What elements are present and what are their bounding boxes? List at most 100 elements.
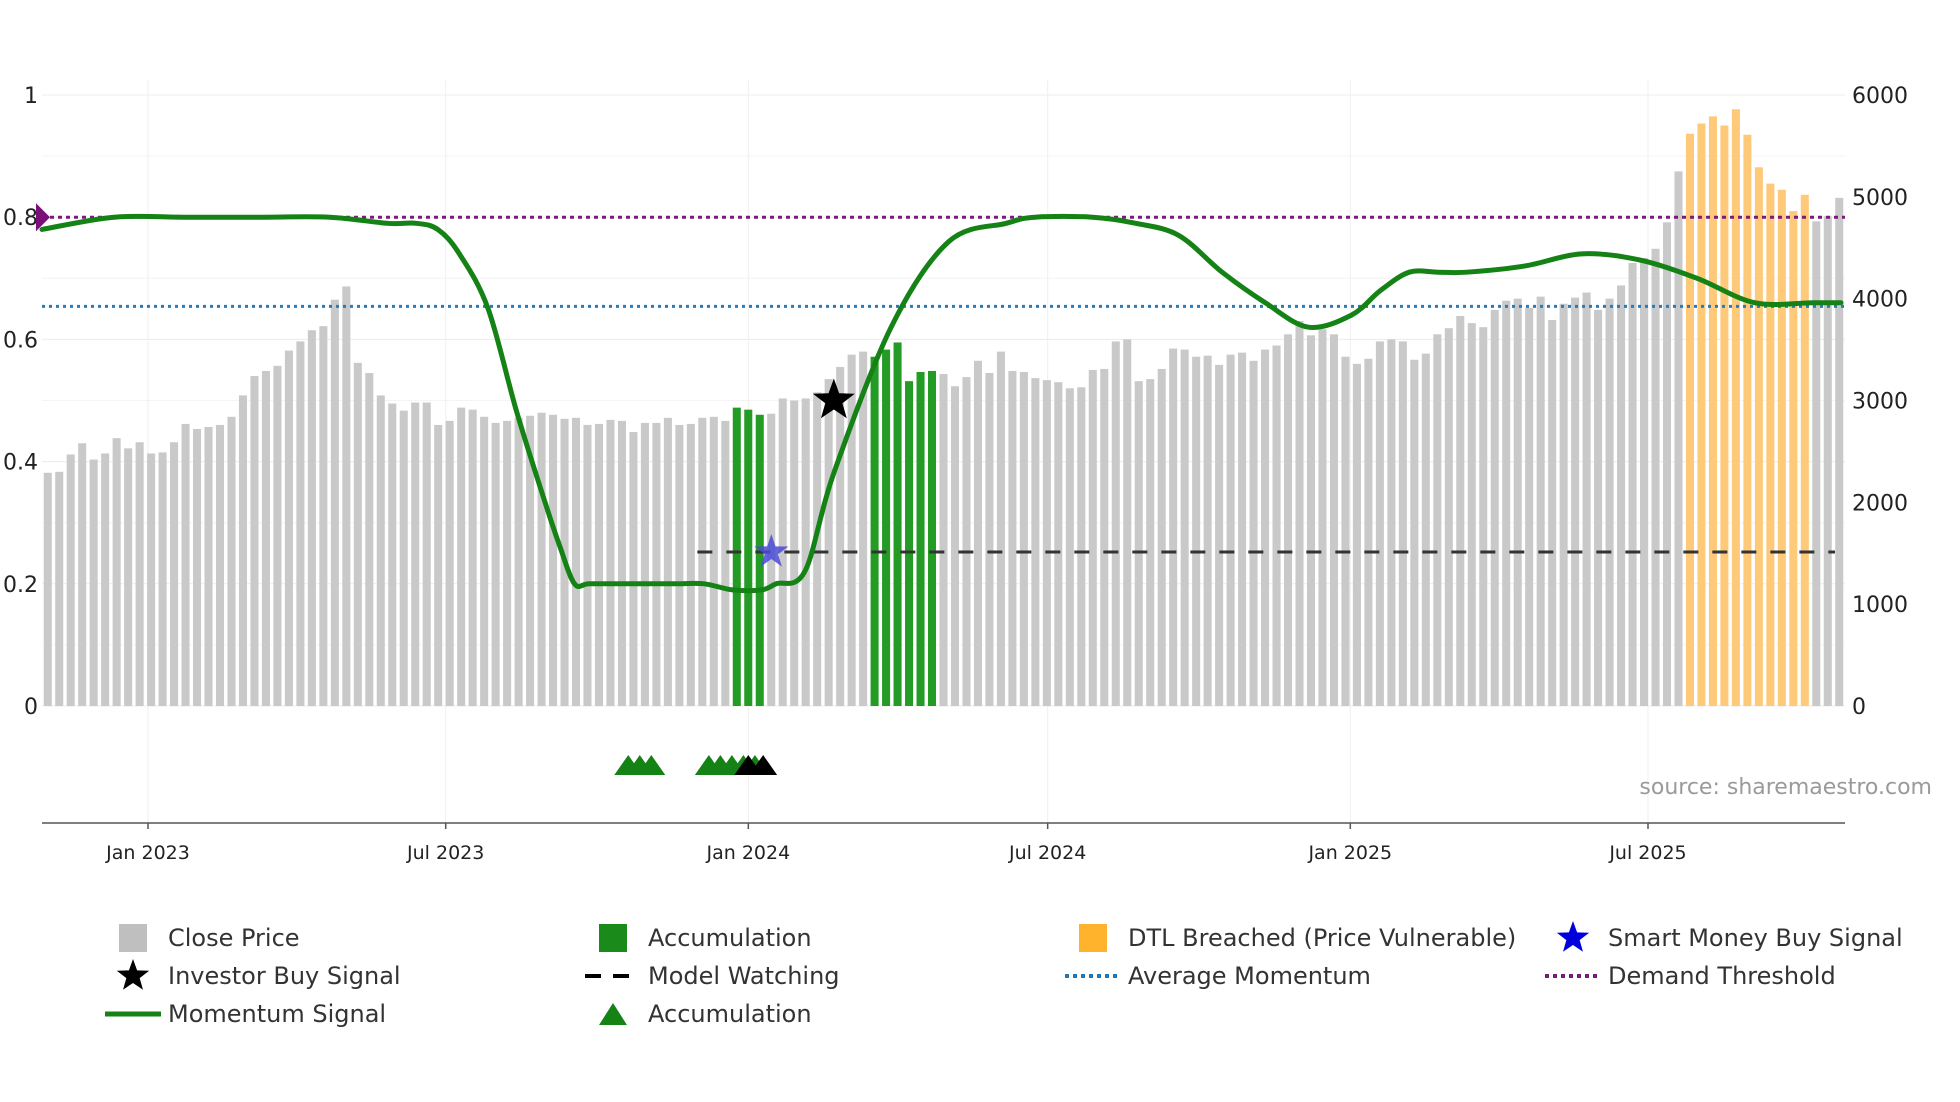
legend-triangle-icon (578, 996, 648, 1032)
demand-threshold-marker (36, 203, 50, 232)
close-price-bar (491, 422, 500, 706)
close-price-bar (480, 416, 489, 706)
legend-item: Accumulation (578, 996, 812, 1032)
close-price-bar (1640, 257, 1649, 706)
close-price-bar (434, 424, 443, 706)
close-price-bar (1398, 341, 1407, 706)
close-price-bar (1662, 222, 1672, 706)
close-price-bar (66, 454, 75, 706)
x-tick-label: Jan 2023 (105, 842, 190, 864)
dtl-breached-bar (1685, 133, 1694, 707)
close-price-bar (1617, 285, 1626, 706)
close-price-bar (1502, 300, 1511, 706)
y-right-tick-label: 5000 (1852, 186, 1908, 211)
close-price-bar (238, 395, 247, 706)
chart-canvas: 0 0.2 0.4 0.6 0.8 1 0 1000 2000 3000 4000 5000 6000 J… (3, 80, 1932, 864)
legend-label: Smart Money Buy Signal (1608, 924, 1903, 952)
close-price-bar (1169, 348, 1178, 706)
legend-item: Model Watching (578, 958, 840, 994)
close-price-bar (973, 360, 982, 706)
legend-label: Average Momentum (1128, 962, 1371, 990)
close-price-bar (445, 420, 454, 706)
y-left-tick-label: 0.6 (3, 328, 38, 353)
x-tick-label: Jan 2024 (705, 842, 790, 864)
close-price-bar (1111, 341, 1120, 706)
dtl-breached-bar (1754, 167, 1763, 707)
accumulation-bar (927, 370, 937, 706)
close-price-bar (1329, 334, 1338, 706)
dtl-breached-bar (1697, 123, 1706, 707)
x-tick-label: Jan 2025 (1307, 842, 1392, 864)
close-price-bar (1525, 307, 1534, 706)
momentum-signal-line (39, 213, 1844, 594)
close-price-bar (1318, 329, 1327, 706)
close-price-bar (663, 417, 672, 706)
close-price-bar (250, 376, 259, 706)
legend-label: Close Price (168, 924, 300, 952)
legend-item: Smart Money Buy Signal (1538, 920, 1903, 956)
dtl-breached-bar (1720, 125, 1729, 707)
legend-item: Investor Buy Signal (98, 958, 401, 994)
close-price-bar (422, 402, 431, 706)
legend-label: Demand Threshold (1608, 962, 1836, 990)
close-price-bar (1467, 323, 1476, 706)
accumulation-bar (732, 407, 741, 706)
close-price-bar (1674, 171, 1683, 706)
close-price-bar (1444, 328, 1453, 706)
close-price-bar (1628, 263, 1637, 706)
close-price-bar (1215, 364, 1224, 706)
close-price-bar (1375, 341, 1384, 706)
close-price-bar (824, 379, 833, 706)
legend-line-icon (98, 996, 168, 1032)
legend-label: DTL Breached (Price Vulnerable) (1128, 924, 1517, 952)
close-price-bar (1410, 359, 1419, 706)
x-tick-label: Jul 2024 (1008, 842, 1086, 864)
close-price-bar (1835, 197, 1844, 706)
close-price-bar (778, 398, 787, 706)
close-price-bar (836, 366, 845, 706)
dtl-breached-bar (1731, 109, 1740, 707)
close-price-bar (1019, 371, 1028, 706)
x-tick-label: Jul 2025 (1608, 842, 1686, 864)
close-price-bar (124, 448, 133, 706)
close-price-bar (847, 354, 856, 706)
y-right-tick-label: 0 (1852, 695, 1866, 720)
close-price-bar (399, 410, 408, 706)
close-price-bar (319, 326, 328, 706)
close-price-bar (78, 443, 87, 706)
close-price-bar (1594, 309, 1603, 706)
close-price-bar (1548, 320, 1557, 706)
close-price-bar (284, 350, 293, 706)
close-price-bar (996, 351, 1005, 706)
close-price-bar (204, 426, 213, 706)
legend-label: Momentum Signal (168, 1000, 387, 1028)
dtl-breached-bar (1743, 134, 1752, 707)
close-price-bar (365, 373, 374, 706)
close-price-bar (342, 286, 351, 706)
close-price-bar (1559, 303, 1568, 706)
close-price-bar (709, 416, 718, 706)
close-price-bar (939, 374, 948, 706)
close-price-bar (1433, 334, 1442, 706)
legend-item: Demand Threshold (1538, 958, 1836, 994)
source-note: source: sharemaestro.com (1639, 775, 1932, 800)
close-price-bar (1341, 356, 1350, 706)
legend-square-icon (1058, 920, 1128, 956)
legend-item: Accumulation (578, 920, 812, 956)
investor-buy-star (812, 378, 855, 419)
close-price-bar (1077, 387, 1086, 706)
close-price-bar (273, 365, 282, 706)
legend: Close Price Accumulation DTL Breached (Pri… (0, 920, 1960, 1050)
close-price-bar (147, 453, 156, 706)
close-price-bar (985, 373, 994, 706)
legend-dotted-icon (1538, 958, 1608, 994)
y-right-tick-label: 2000 (1852, 491, 1908, 516)
close-price-bar (411, 402, 420, 706)
close-price-bar (158, 452, 167, 706)
close-price-bar (1123, 339, 1132, 706)
close-price-bar (135, 442, 144, 706)
close-price-bar (1812, 221, 1821, 707)
close-price-bar (1421, 353, 1430, 706)
close-price-bar (181, 423, 190, 706)
close-price-bar (537, 412, 546, 706)
